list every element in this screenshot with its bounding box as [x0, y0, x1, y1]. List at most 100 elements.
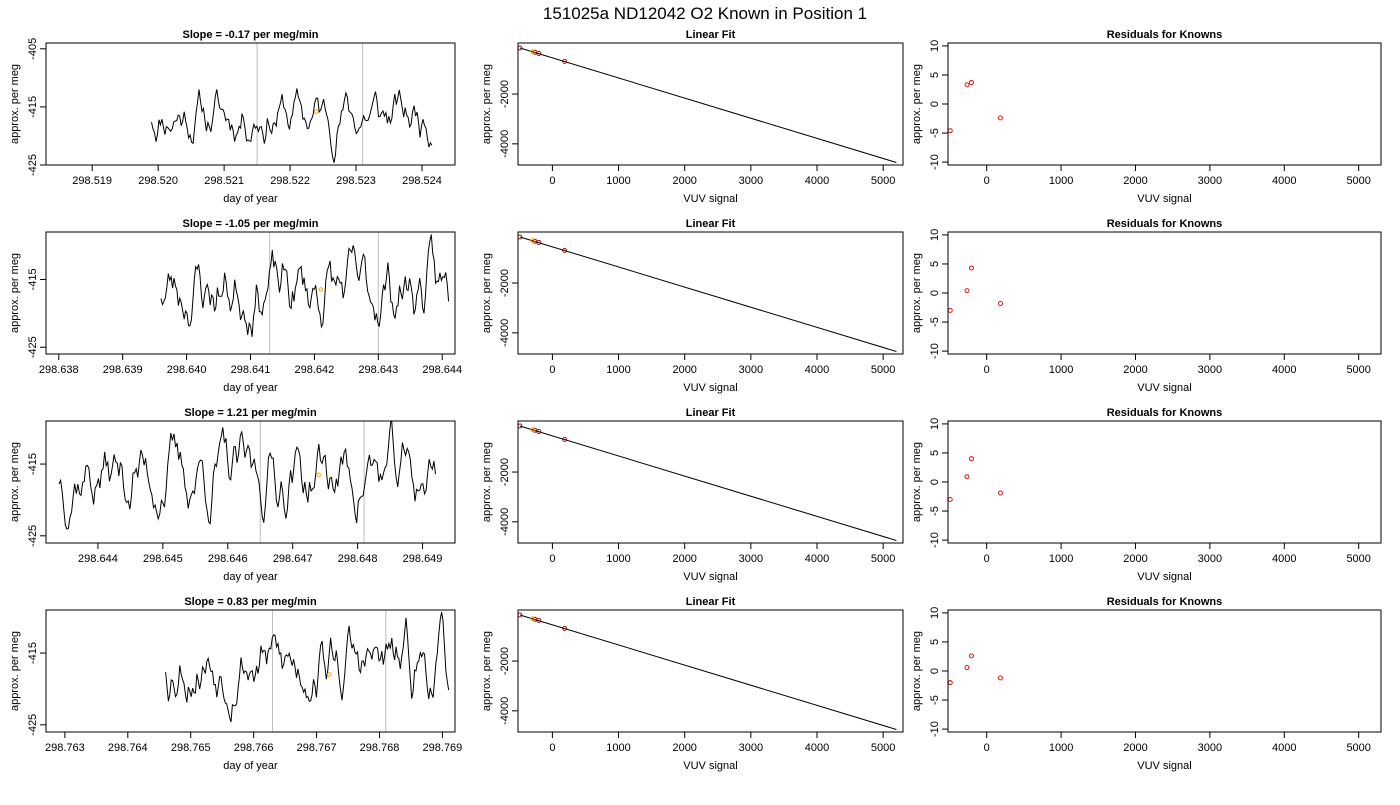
fit-line — [519, 236, 897, 352]
y-axis: -2000 -4000 — [499, 647, 518, 725]
y-tick-label: -10 — [929, 154, 941, 170]
known-point — [530, 49, 535, 54]
x-tick-label: 0 — [984, 742, 990, 754]
plot-frame — [517, 420, 904, 544]
y-axis: -10 -5 0 5 10 — [929, 607, 948, 737]
x-tick-label: 298.642 — [295, 364, 335, 376]
data-point — [562, 58, 568, 64]
data-point — [968, 456, 974, 462]
data-point — [948, 496, 953, 502]
x-tick-label: 5000 — [1346, 175, 1370, 187]
fit-line — [519, 47, 897, 163]
panel-title: Linear Fit — [686, 407, 736, 419]
data-point — [964, 474, 970, 480]
data-point — [998, 115, 1003, 121]
y-tick-label: 0 — [929, 101, 941, 107]
x-tick-label: 4000 — [805, 364, 829, 376]
x-axis: 0 1000 2000 3000 4000 5000 — [549, 354, 895, 376]
y-tick-label: -5 — [929, 506, 941, 516]
x-axis-label: VUV signal — [683, 760, 737, 772]
known-point — [326, 672, 332, 677]
x-tick-label: 1000 — [606, 553, 630, 565]
y-axis: -425 -415 — [27, 453, 46, 547]
x-axis-label: VUV signal — [1137, 760, 1191, 772]
plot-area — [948, 80, 1003, 134]
x-tick-label: 298.523 — [336, 175, 376, 187]
y-tick-label: 10 — [929, 229, 941, 241]
x-tick-label: 0 — [549, 742, 555, 754]
panel-title: Linear Fit — [686, 596, 736, 608]
y-tick-label: -10 — [929, 721, 941, 737]
plot-frame — [45, 420, 456, 544]
y-tick-label: -5 — [929, 128, 941, 138]
x-axis: 0 1000 2000 3000 4000 5000 — [549, 165, 895, 187]
y-axis-label: approx. per meg — [9, 64, 21, 144]
y-axis-label: approx. per meg — [911, 64, 923, 144]
plot-area — [518, 423, 897, 541]
x-axis-label: VUV signal — [1137, 571, 1191, 583]
x-tick-label: 1000 — [1049, 742, 1073, 754]
x-tick-label: 4000 — [1272, 742, 1296, 754]
y-tick-label: -5 — [929, 317, 941, 327]
y-tick-label: 0 — [929, 668, 941, 674]
y-tick-label: -405 — [27, 38, 39, 60]
panel-title: Slope = 0.83 per meg/min — [184, 596, 317, 608]
data-point — [536, 618, 542, 623]
y-axis: -425 -415 — [27, 268, 46, 358]
x-tick-label: 0 — [984, 553, 990, 565]
data-point — [518, 612, 523, 618]
y-axis-label: approx. per meg — [481, 64, 493, 144]
x-tick-label: 3000 — [1198, 742, 1222, 754]
x-tick-label: 298.769 — [423, 742, 463, 754]
x-tick-label: 298.638 — [39, 364, 79, 376]
y-axis-label: approx. per meg — [911, 253, 923, 333]
y-tick-label: -425 — [27, 525, 39, 547]
x-axis: 298.763 298.764 298.765 298.766 298.767 298.7… — [45, 732, 462, 754]
x-tick-label: 5000 — [871, 742, 895, 754]
plot-area — [151, 43, 433, 165]
panel-2-2: Linear Fit 0 1000 2000 3000 4000 5000 VUV signa… — [481, 218, 904, 394]
x-tick-label: 5000 — [871, 553, 895, 565]
plot-frame — [947, 420, 1382, 544]
known-point — [318, 287, 324, 292]
x-tick-label: 298.643 — [358, 364, 398, 376]
x-axis: 298.519 298.520 298.521 298.522 298.523 298.5… — [72, 165, 442, 187]
plot-frame — [947, 42, 1382, 166]
y-tick-label: -10 — [929, 532, 941, 548]
data-point — [562, 436, 568, 442]
panel-4-2: Linear Fit 0 1000 2000 3000 4000 5000 VUV signa… — [481, 596, 904, 772]
x-axis-label: day of year — [223, 382, 278, 394]
data-point — [968, 653, 974, 659]
x-tick-label: 0 — [984, 364, 990, 376]
data-point — [518, 423, 523, 429]
y-axis-label: approx. per meg — [9, 253, 21, 333]
data-point — [562, 247, 568, 253]
y-tick-label: -10 — [929, 343, 941, 359]
x-tick-label: 1000 — [1049, 175, 1073, 187]
x-axis: 0 1000 2000 3000 4000 5000 — [984, 165, 1371, 187]
data-point — [964, 82, 970, 88]
plot-area — [518, 612, 897, 730]
panel-title: Slope = 1.21 per meg/min — [184, 407, 317, 419]
x-tick-label: 1000 — [606, 364, 630, 376]
data-trace — [151, 88, 433, 163]
x-tick-label: 298.768 — [360, 742, 400, 754]
x-tick-label: 298.641 — [231, 364, 271, 376]
panel-title: Slope = -0.17 per meg/min — [182, 29, 318, 41]
y-axis: -10 -5 0 5 10 — [929, 418, 948, 548]
x-axis: 298.644 298.645 298.646 298.647 298.648 298.6… — [78, 543, 442, 565]
x-tick-label: 298.522 — [270, 175, 310, 187]
x-axis: 0 1000 2000 3000 4000 5000 — [549, 732, 895, 754]
x-tick-label: 298.646 — [208, 553, 248, 565]
plot-frame — [517, 231, 904, 355]
y-axis-label: approx. per meg — [9, 442, 21, 522]
known-point — [530, 238, 535, 243]
x-tick-label: 298.645 — [143, 553, 183, 565]
y-axis: -2000 -4000 — [499, 458, 518, 536]
panel-title: Residuals for Knowns — [1107, 218, 1223, 230]
y-axis: -425 -415 — [27, 642, 46, 736]
x-axis: 298.638 298.639 298.640 298.641 298.642 298.6… — [39, 354, 462, 376]
x-tick-label: 1000 — [606, 742, 630, 754]
